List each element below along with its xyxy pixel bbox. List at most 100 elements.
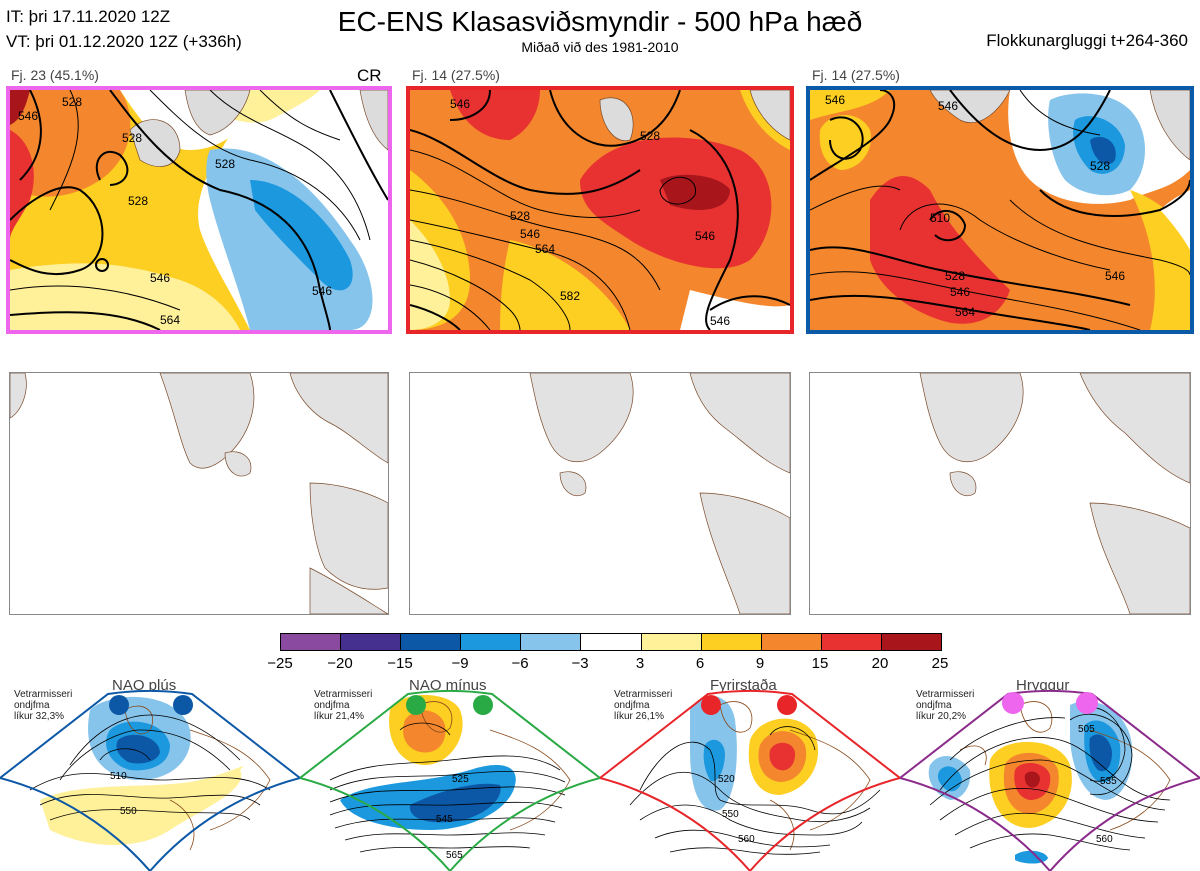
colorbar-swatch xyxy=(581,634,642,650)
colorbar-tick: 15 xyxy=(811,655,829,672)
cluster-2-contour-label: 546 xyxy=(520,227,540,241)
cluster-3-label: Fj. 14 (27.5%) xyxy=(812,67,900,83)
cluster-1-contour-label: 546 xyxy=(150,271,170,285)
cluster-2-contour-label: 564 xyxy=(535,242,555,256)
colorbar-tick: 6 xyxy=(695,655,705,672)
regime-prob-line: líkur 20,2% xyxy=(916,711,967,722)
page-title: EC-ENS Klasasviðsmyndir - 500 hPa hæð xyxy=(337,6,863,37)
cluster-1-contour-label: 564 xyxy=(160,313,180,327)
regime-4-contour-label: 560 xyxy=(1096,834,1113,845)
cluster-2-map: 546 528 528 546 564 546 582 546 xyxy=(406,86,794,334)
regime-4-dots xyxy=(1002,692,1098,714)
regime-3-contour-label: 520 xyxy=(718,774,735,785)
cluster-2-contour-label: 582 xyxy=(560,289,580,303)
colorbar-tick: −20 xyxy=(327,655,353,672)
regime-prob-line: líkur 32,3% xyxy=(14,711,65,722)
regime-prob-line: ondjfma xyxy=(614,700,650,711)
colorbar-tick: −6 xyxy=(511,655,529,672)
regime-1-contour-label: 510 xyxy=(110,771,127,782)
cluster-window: Flokkunargluggi t+264-360 xyxy=(986,31,1188,50)
empty-map-1 xyxy=(9,372,389,615)
regime-3-dots xyxy=(701,695,797,715)
regime-1-contour-label: 550 xyxy=(120,806,137,817)
colorbar-swatch xyxy=(761,634,822,650)
colorbar-tick: −25 xyxy=(267,655,293,672)
cluster-1-contour-label: 528 xyxy=(62,95,82,109)
regime-prob-line: ondjfma xyxy=(14,700,50,711)
regime-prob-line: Vetrarmisseri xyxy=(14,689,73,700)
regime-2-contour-label: 545 xyxy=(436,814,453,825)
colorbar-tick: −3 xyxy=(571,655,589,672)
page-subtitle: Miðað við des 1981-2010 xyxy=(521,39,679,55)
regime-1-map: 510 550 xyxy=(0,690,300,871)
colorbar-swatch xyxy=(341,634,402,650)
cluster-1-label: Fj. 23 (45.1%) xyxy=(11,67,99,83)
regime-2-contour-label: 525 xyxy=(452,774,469,785)
cluster-3-map: 546 546 528 510 528 546 564 546 xyxy=(806,86,1194,334)
cluster-3-contour-label: 510 xyxy=(930,211,950,225)
colorbar-swatch xyxy=(701,634,762,650)
colorbar xyxy=(280,633,942,651)
colorbar-swatch xyxy=(521,634,582,650)
regime-2-probability: Vetrarmisseri ondjfma líkur 21,4% xyxy=(314,689,372,722)
regime-3-map: 520 550 560 xyxy=(600,690,900,871)
cluster-1-contour-label: 546 xyxy=(18,109,38,123)
regime-3-name: Fyrirstaða xyxy=(710,677,777,694)
regime-3-contour-label: 550 xyxy=(722,809,739,820)
valid-time: VT: þri 01.12.2020 12Z (+336h) xyxy=(6,32,242,51)
empty-map-3 xyxy=(809,372,1191,615)
cluster-3-contour-label: 546 xyxy=(950,285,970,299)
regime-2-name: NAO mínus xyxy=(409,677,487,694)
colorbar-tick: 9 xyxy=(755,655,765,672)
regime-prob-line: líkur 21,4% xyxy=(314,711,365,722)
cluster-3-contour-label: 528 xyxy=(945,269,965,283)
cluster-1-map: 546 528 528 528 528 546 546 564 xyxy=(6,86,392,334)
cluster-1-contour-label: 528 xyxy=(122,131,142,145)
regime-1-probability: Vetrarmisseri ondjfma líkur 32,3% xyxy=(14,689,72,722)
regime-prob-line: Vetrarmisseri xyxy=(314,689,373,700)
regime-prob-line: ondjfma xyxy=(916,700,952,711)
regime-prob-line: Vetrarmisseri xyxy=(614,689,673,700)
cluster-3-contour-label: 546 xyxy=(938,99,958,113)
colorbar-swatch xyxy=(281,634,342,650)
regime-4-name: Hryggur xyxy=(1016,677,1070,694)
colorbar-tick: 25 xyxy=(931,655,949,672)
cluster-1-tag: CR xyxy=(357,66,382,85)
cluster-1-contour-label: 528 xyxy=(128,194,148,208)
run-info: IT: þri 17.11.2020 12Z VT: þri 01.12.202… xyxy=(6,4,242,54)
regime-4-contour-label: 535 xyxy=(1100,776,1117,787)
cluster-2-label: Fj. 14 (27.5%) xyxy=(412,67,500,83)
regime-2-dots xyxy=(406,695,493,715)
cluster-3-contour-label: 546 xyxy=(825,93,845,107)
cluster-2-contour-label: 528 xyxy=(640,129,660,143)
cluster-1-contour-label: 546 xyxy=(312,284,332,298)
cluster-3-contour-label: 564 xyxy=(955,305,975,319)
regime-2-contour-label: 565 xyxy=(446,850,463,861)
colorbar-swatch xyxy=(401,634,462,650)
cluster-3-contour-label: 546 xyxy=(1105,269,1125,283)
empty-map-2 xyxy=(409,372,791,615)
cluster-2-contour-label: 546 xyxy=(710,314,730,328)
cluster-2-contour-label: 546 xyxy=(450,97,470,111)
cluster-2-contour-label: 528 xyxy=(510,209,530,223)
regime-4-contour-label: 505 xyxy=(1078,724,1095,735)
colorbar-swatch xyxy=(641,634,702,650)
cluster-3-contour-label: 528 xyxy=(1090,159,1110,173)
colorbar-tick: −9 xyxy=(451,655,469,672)
colorbar-swatch xyxy=(821,634,882,650)
regime-prob-line: ondjfma xyxy=(314,700,350,711)
regime-4-probability: Vetrarmisseri ondjfma líkur 20,2% xyxy=(916,689,974,722)
regime-prob-line: Vetrarmisseri xyxy=(916,689,975,700)
initial-time: IT: þri 17.11.2020 12Z xyxy=(6,7,171,26)
colorbar-tick: 20 xyxy=(871,655,889,672)
colorbar-swatch xyxy=(881,634,942,650)
cluster-2-contour-label: 546 xyxy=(695,229,715,243)
regime-1-dots xyxy=(109,695,193,715)
regime-1-name: NAO plús xyxy=(112,677,177,694)
cluster-1-contour-label: 528 xyxy=(215,157,235,171)
regime-2-map: 525 545 565 xyxy=(300,690,600,871)
regime-3-contour-label: 560 xyxy=(738,834,755,845)
colorbar-swatch xyxy=(461,634,522,650)
regime-prob-line: líkur 26,1% xyxy=(614,711,665,722)
regime-3-probability: Vetrarmisseri ondjfma líkur 26,1% xyxy=(614,689,672,722)
